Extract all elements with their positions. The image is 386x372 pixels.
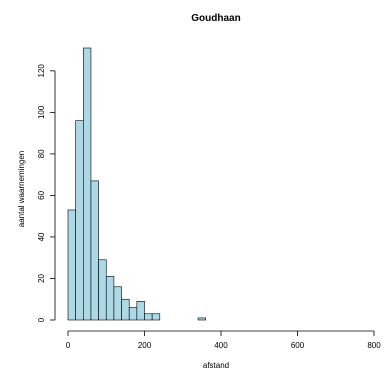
histogram-bar: [152, 314, 160, 320]
y-tick-label: 20: [37, 273, 46, 282]
x-tick-label: 600: [291, 341, 305, 350]
y-tick-label: 40: [37, 232, 46, 241]
x-tick-label: 0: [66, 341, 71, 350]
histogram-bar: [106, 276, 114, 320]
y-tick-label: 100: [37, 105, 46, 119]
chart-title: Goudhaan: [191, 13, 240, 24]
y-tick-label: 60: [37, 190, 46, 199]
histogram-bar: [122, 299, 130, 320]
x-axis: 0 200 400 600 800: [66, 331, 381, 350]
x-tick-label: 200: [138, 341, 152, 350]
histogram-bar: [114, 287, 122, 320]
x-axis-label: afstand: [203, 361, 229, 370]
histogram-bar: [129, 308, 137, 320]
histogram-bar: [198, 318, 206, 320]
histogram-bar: [145, 314, 153, 320]
y-tick-label: 80: [37, 149, 46, 158]
y-axis: 0 20 40 60 80 100 120: [37, 64, 55, 323]
x-tick-label: 400: [214, 341, 228, 350]
histogram-bar: [68, 210, 76, 320]
histogram-bar: [91, 181, 99, 320]
y-tick-label: 120: [37, 64, 46, 78]
histogram-bar: [83, 48, 91, 320]
bars-group: [68, 48, 206, 320]
y-axis-label: aantal waarnemingen: [17, 151, 26, 228]
histogram-bar: [137, 301, 145, 320]
histogram-bar: [99, 260, 107, 320]
histogram-bar: [76, 121, 84, 320]
x-tick-label: 800: [367, 341, 381, 350]
y-tick-label: 0: [37, 317, 46, 322]
